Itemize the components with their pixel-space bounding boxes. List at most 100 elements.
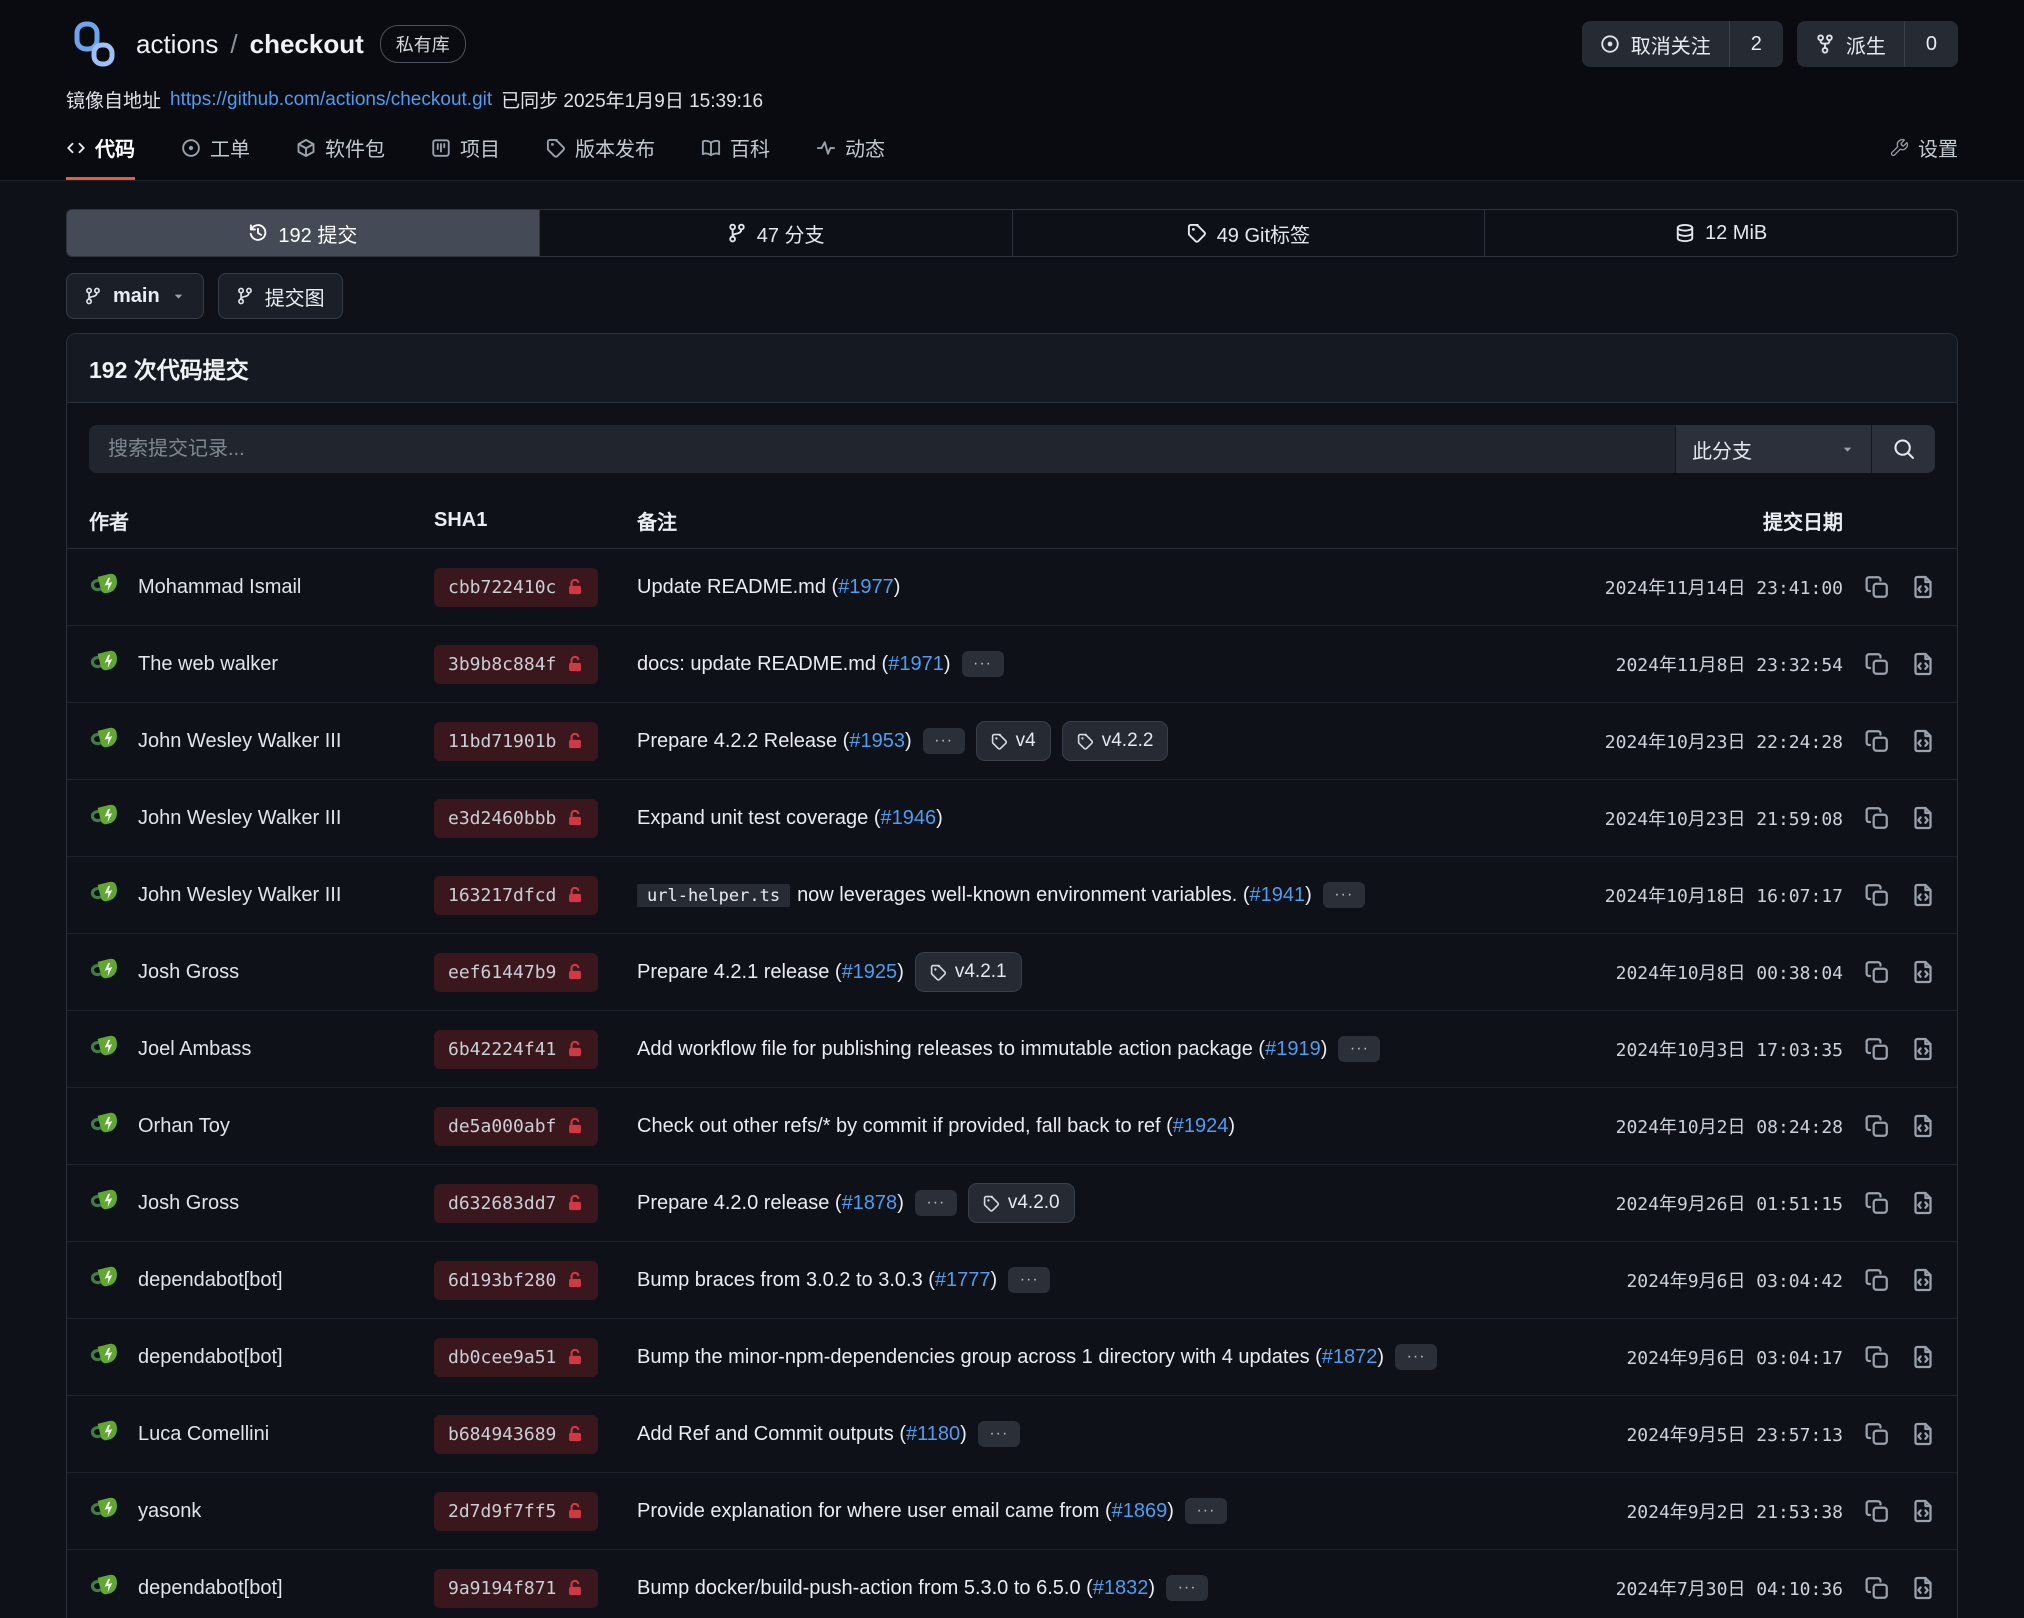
copy-sha-button[interactable] (1865, 1037, 1889, 1061)
issue-link[interactable]: #1872 (1321, 1345, 1378, 1368)
expand-commit-button[interactable]: ··· (1338, 1036, 1381, 1062)
expand-commit-button[interactable]: ··· (922, 728, 965, 754)
copy-sha-button[interactable] (1865, 1191, 1889, 1215)
expand-commit-button[interactable]: ··· (1184, 1498, 1227, 1524)
commit-sha-link[interactable]: e3d2460bbb (434, 798, 599, 838)
issue-link[interactable]: #1180 (906, 1422, 961, 1445)
copy-sha-button[interactable] (1865, 1499, 1889, 1523)
copy-sha-button[interactable] (1865, 960, 1889, 984)
tag-pill[interactable]: v4 (975, 721, 1051, 761)
commit-sha-link[interactable]: 3b9b8c884f (434, 644, 599, 684)
commit-sha-link[interactable]: 6b42224f41 (434, 1029, 599, 1069)
repo-name-link[interactable]: checkout (249, 28, 364, 59)
expand-commit-button[interactable]: ··· (1008, 1267, 1051, 1293)
commit-author-cell: John Wesley Walker III (89, 878, 434, 912)
issue-link[interactable]: #1832 (1092, 1576, 1149, 1599)
stat-branches[interactable]: 47 分支 (538, 210, 1012, 256)
tab-packages[interactable]: 软件包 (296, 133, 385, 180)
commit-date: 2024年9月5日 23:57:13 (1626, 1425, 1843, 1446)
view-code-button[interactable] (1911, 1345, 1935, 1369)
expand-commit-button[interactable]: ··· (961, 651, 1004, 677)
commit-sha-link[interactable]: 11bd71901b (434, 721, 599, 761)
expand-commit-button[interactable]: ··· (1166, 1575, 1209, 1601)
commit-sha-link[interactable]: 6d193bf280 (434, 1260, 599, 1300)
issue-link[interactable]: #1946 (880, 806, 937, 829)
repo-owner-link[interactable]: actions (136, 28, 219, 59)
tab-code[interactable]: 代码 (66, 133, 135, 180)
issue-link[interactable]: #1878 (841, 1191, 898, 1214)
copy-sha-button[interactable] (1865, 652, 1889, 676)
watchers-count[interactable]: 2 (1728, 21, 1783, 67)
unwatch-button[interactable]: 取消关注 (1582, 21, 1729, 67)
view-code-button[interactable] (1911, 1037, 1935, 1061)
view-code-button[interactable] (1911, 1114, 1935, 1138)
stat-tags[interactable]: 49 Git标签 (1011, 210, 1485, 256)
issue-link[interactable]: #1777 (934, 1268, 991, 1291)
view-code-button[interactable] (1911, 652, 1935, 676)
commit-sha-link[interactable]: 9a9194f871 (434, 1568, 599, 1608)
commit-sha-link[interactable]: eef61447b9 (434, 952, 599, 992)
view-code-button[interactable] (1911, 1499, 1935, 1523)
issue-link[interactable]: #1919 (1265, 1037, 1321, 1060)
commit-sha-link[interactable]: 2d7d9f7ff5 (434, 1491, 599, 1531)
copy-sha-button[interactable] (1865, 1422, 1889, 1446)
expand-commit-button[interactable]: ··· (1322, 882, 1365, 908)
view-code-button[interactable] (1911, 1576, 1935, 1600)
commit-sha-link[interactable]: d632683dd7 (434, 1183, 599, 1223)
commit-search-input[interactable] (89, 425, 1675, 473)
issue-link[interactable]: #1925 (841, 960, 898, 983)
tab-activity[interactable]: 动态 (816, 133, 885, 180)
avatar (89, 647, 123, 681)
issue-link[interactable]: #1971 (888, 652, 944, 675)
copy-sha-button[interactable] (1865, 575, 1889, 599)
stat-commits[interactable]: 192 提交 (67, 210, 539, 256)
view-code-button[interactable] (1911, 575, 1935, 599)
view-code-button[interactable] (1911, 1268, 1935, 1292)
mirror-url-link[interactable]: https://github.com/actions/checkout.git (170, 88, 493, 110)
view-code-button[interactable] (1911, 960, 1935, 984)
view-code-button[interactable] (1911, 1191, 1935, 1215)
tag-pill[interactable]: v4.2.2 (1061, 721, 1169, 761)
commit-sha-link[interactable]: db0cee9a51 (434, 1337, 599, 1377)
view-code-button[interactable] (1911, 729, 1935, 753)
search-button[interactable] (1871, 425, 1935, 473)
view-code-button[interactable] (1911, 883, 1935, 907)
stat-size[interactable]: 12 MiB (1484, 210, 1957, 256)
issue-link[interactable]: #1869 (1111, 1499, 1168, 1522)
issue-link[interactable]: #1924 (1172, 1114, 1229, 1137)
commit-sha-link[interactable]: b684943689 (434, 1414, 599, 1454)
tab-issues[interactable]: 工单 (181, 133, 250, 180)
tag-pill[interactable]: v4.2.1 (914, 952, 1022, 992)
expand-commit-button[interactable]: ··· (1395, 1344, 1438, 1370)
forks-count[interactable]: 0 (1903, 21, 1958, 67)
copy-sha-button[interactable] (1865, 883, 1889, 907)
view-code-button[interactable] (1911, 1422, 1935, 1446)
commit-graph-button[interactable]: 提交图 (217, 273, 343, 319)
tab-projects[interactable]: 项目 (431, 133, 500, 180)
issue-link[interactable]: #1977 (838, 575, 894, 598)
view-code-button[interactable] (1911, 806, 1935, 830)
expand-commit-button[interactable]: ··· (977, 1421, 1020, 1447)
fork-button[interactable]: 派生 (1797, 21, 1904, 67)
issue-link[interactable]: #1941 (1249, 883, 1306, 906)
expand-commit-button[interactable]: ··· (914, 1190, 957, 1216)
tag-pill[interactable]: v4.2.0 (967, 1183, 1075, 1223)
branch-scope-select[interactable]: 此分支 (1675, 425, 1871, 473)
copy-sha-button[interactable] (1865, 1345, 1889, 1369)
copy-sha-button[interactable] (1865, 806, 1889, 830)
tab-wiki[interactable]: 百科 (701, 133, 770, 180)
tab-releases[interactable]: 版本发布 (546, 133, 655, 180)
copy-sha-button[interactable] (1865, 729, 1889, 753)
commit-date: 2024年9月2日 21:53:38 (1626, 1502, 1843, 1523)
file-code-icon (1911, 729, 1935, 753)
tab-settings[interactable]: 设置 (1889, 133, 1958, 180)
issue-link[interactable]: #1953 (849, 729, 905, 752)
copy-sha-button[interactable] (1865, 1268, 1889, 1292)
copy-sha-button[interactable] (1865, 1576, 1889, 1600)
commit-sha-link[interactable]: de5a000abf (434, 1106, 599, 1146)
commit-sha-link[interactable]: 163217dfcd (434, 875, 599, 915)
branch-selector[interactable]: main (66, 273, 204, 319)
copy-sha-button[interactable] (1865, 1114, 1889, 1138)
site-logo-icon[interactable] (66, 18, 118, 70)
commit-sha-link[interactable]: cbb722410c (434, 567, 599, 607)
